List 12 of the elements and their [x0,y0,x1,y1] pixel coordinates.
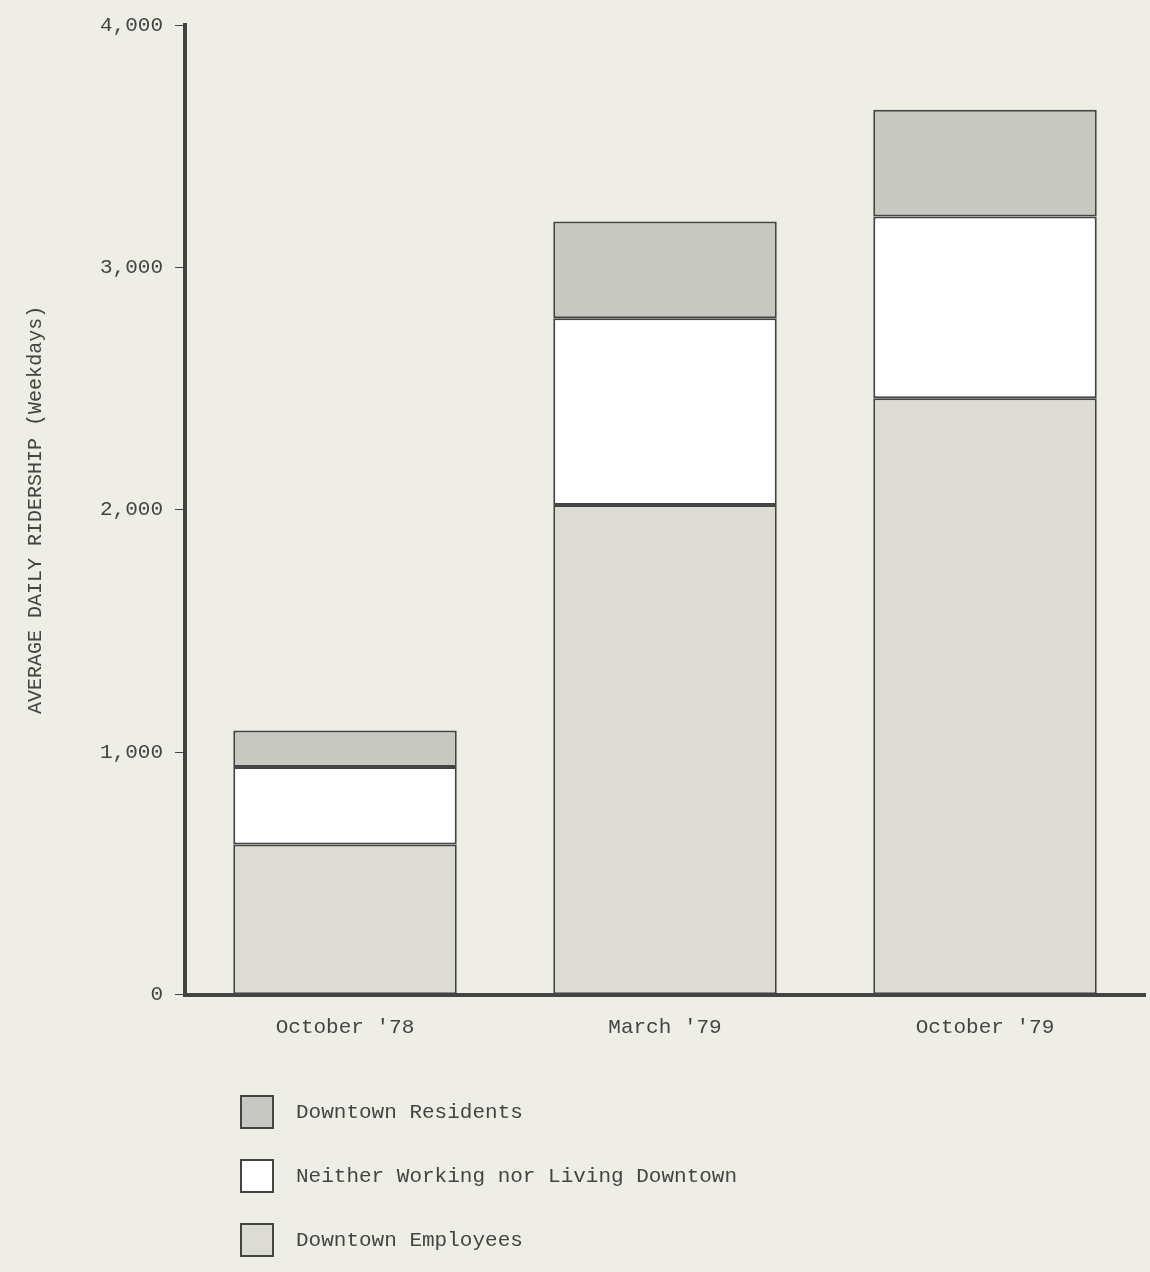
x-tick-label: March '79 [608,1015,722,1039]
y-tick-label: 4,000 [99,13,164,37]
y-tick-label: 2,000 [99,498,164,522]
y-axis-title: AVERAGE DAILY RIDERSHIP (Weekdays) [24,305,48,714]
x-tick-label: October '78 [275,1015,415,1039]
legend-label: Downtown Residents [296,1100,523,1124]
y-tick-label: 0 [150,983,164,1007]
legend-label: Downtown Employees [296,1228,523,1252]
y-tick-label: 3,000 [99,256,164,280]
y-tick-label: 1,000 [99,740,164,764]
x-tick-label: October '79 [915,1015,1055,1039]
legend-label: Neither Working nor Living Downtown [296,1164,738,1188]
